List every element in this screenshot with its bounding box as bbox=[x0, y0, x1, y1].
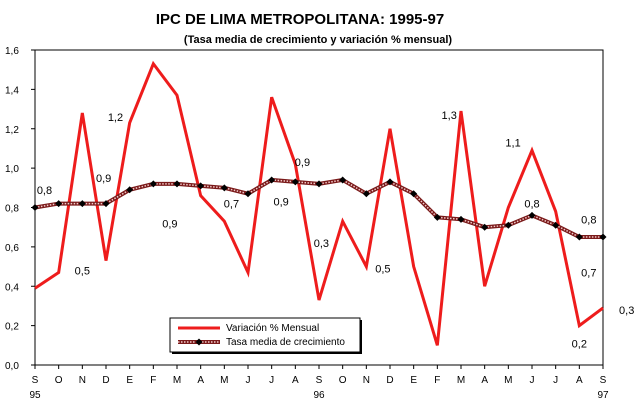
series-marker-tasa-media bbox=[552, 221, 560, 229]
y-tick-label: 0,8 bbox=[5, 204, 19, 215]
data-label: 0,3 bbox=[619, 305, 634, 317]
x-tick-labels: S O N D E F M A M J J A S O N D E F M A M J J A S 95 96 97 bbox=[29, 375, 609, 401]
y-tick-labels: 0,0 0,2 0,4 0,6 0,8 1,0 1,2 1,4 1,6 bbox=[5, 46, 19, 372]
series-marker-tasa-media bbox=[528, 211, 536, 219]
x-tick-label: S bbox=[32, 375, 39, 386]
data-label: 0,7 bbox=[224, 199, 239, 211]
series-marker-tasa-media bbox=[504, 221, 512, 229]
x-tick-label: D bbox=[386, 375, 393, 386]
x-tick-label: J bbox=[246, 375, 251, 386]
x-year-label: 97 bbox=[597, 390, 609, 401]
series-marker-tasa-media bbox=[55, 200, 63, 208]
x-tick-label: M bbox=[504, 375, 512, 386]
y-tick-label: 0,4 bbox=[5, 282, 19, 293]
data-label: 0,5 bbox=[75, 266, 90, 278]
series-marker-tasa-media bbox=[78, 200, 86, 208]
data-label: 1,1 bbox=[505, 138, 520, 150]
data-label: 0,9 bbox=[295, 157, 310, 169]
data-label: 1,2 bbox=[108, 112, 123, 124]
data-labels: 0,8 0,5 0,9 1,2 0,9 0,7 0,9 0,9 0,3 0,5 1,3 1,1 0,8 0… bbox=[37, 110, 634, 350]
data-label: 0,5 bbox=[375, 264, 390, 276]
series-marker-tasa-media bbox=[102, 200, 110, 208]
x-tick-label: M bbox=[173, 375, 181, 386]
series-marker-tasa-media bbox=[291, 178, 299, 186]
chart-title: IPC DE LIMA METROPOLITANA: 1995-97 bbox=[156, 11, 444, 28]
legend-label-tasa: Tasa media de crecimiento bbox=[226, 337, 345, 348]
legend-box bbox=[169, 317, 361, 353]
x-tick-label: F bbox=[150, 375, 156, 386]
y-tick-label: 0,2 bbox=[5, 322, 19, 333]
series-marker-tasa-media bbox=[575, 233, 583, 241]
x-tick-label: J bbox=[553, 375, 558, 386]
y-tick-label: 1,6 bbox=[5, 46, 19, 57]
series-marker-tasa-media bbox=[410, 190, 418, 198]
series-marker-tasa-media bbox=[315, 180, 323, 188]
x-tick-label: E bbox=[126, 375, 133, 386]
x-tick-label: J bbox=[269, 375, 274, 386]
x-tick-label: D bbox=[102, 375, 109, 386]
series-marker-tasa-media bbox=[268, 176, 276, 184]
series-line-variacion-mensual bbox=[34, 60, 604, 346]
series-marker-tasa-media bbox=[386, 178, 394, 186]
series-marker-tasa-media bbox=[173, 180, 181, 188]
x-tick-label: N bbox=[79, 375, 86, 386]
series-marker-tasa-media bbox=[244, 190, 252, 198]
y-tick-label: 1,0 bbox=[5, 164, 19, 175]
data-label: 1,3 bbox=[442, 110, 457, 122]
series-marker-tasa-media bbox=[362, 190, 370, 198]
series bbox=[31, 60, 607, 346]
series-marker-tasa-media bbox=[481, 223, 489, 231]
x-tick-label: E bbox=[410, 375, 417, 386]
x-tick-label: A bbox=[481, 375, 488, 386]
x-tick-label: S bbox=[316, 375, 323, 386]
series-marker-tasa-media bbox=[126, 186, 134, 194]
x-tick-label: J bbox=[530, 375, 535, 386]
x-tick-label: O bbox=[55, 375, 63, 386]
data-label: 0,9 bbox=[273, 197, 288, 209]
data-label: 0,9 bbox=[96, 173, 111, 185]
series-marker-tasa-media bbox=[149, 180, 157, 188]
x-year-label: 96 bbox=[313, 390, 325, 401]
legend: Variación % Mensual Tasa media de crecimi… bbox=[169, 317, 362, 354]
x-tick-label: M bbox=[457, 375, 465, 386]
x-tick-label: O bbox=[339, 375, 347, 386]
x-tick-label: S bbox=[600, 375, 607, 386]
data-label: 0,9 bbox=[162, 218, 177, 230]
y-tick-label: 1,4 bbox=[5, 85, 19, 96]
series-marker-tasa-media bbox=[197, 182, 205, 190]
chart-subtitle: (Tasa media de crecimiento y variación %… bbox=[184, 34, 453, 46]
data-label: 0,8 bbox=[524, 199, 539, 211]
data-label: 0,2 bbox=[572, 338, 587, 350]
series-marker-tasa-media bbox=[457, 215, 465, 223]
x-tick-label: M bbox=[220, 375, 228, 386]
data-label: 0,7 bbox=[581, 267, 596, 279]
data-label: 0,8 bbox=[37, 185, 52, 197]
y-tick-label: 0,6 bbox=[5, 243, 19, 254]
y-tick-label: 0,0 bbox=[5, 361, 19, 372]
x-tick-label: A bbox=[576, 375, 583, 386]
x-tick-label: A bbox=[197, 375, 204, 386]
series-marker-tasa-media bbox=[433, 213, 441, 221]
data-label: 0,8 bbox=[581, 214, 596, 226]
x-year-label: 95 bbox=[29, 390, 41, 401]
data-label: 0,3 bbox=[314, 238, 329, 250]
y-tick-label: 1,2 bbox=[5, 125, 19, 136]
series-marker-tasa-media bbox=[31, 204, 39, 211]
legend-marker-tasa bbox=[195, 338, 203, 346]
x-tick-label: F bbox=[434, 375, 440, 386]
series-marker-tasa-media bbox=[599, 233, 607, 241]
x-tick-label: N bbox=[363, 375, 370, 386]
x-tick-label: A bbox=[292, 375, 299, 386]
series-marker-tasa-media bbox=[220, 184, 228, 192]
legend-label-variacion: Variación % Mensual bbox=[226, 323, 319, 334]
series-marker-tasa-media bbox=[339, 176, 347, 184]
